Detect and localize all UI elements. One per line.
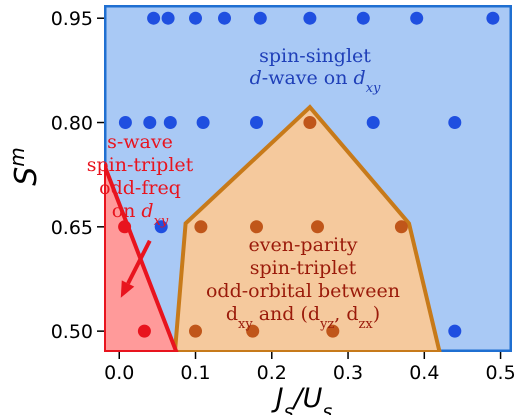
annotation-arrow-head — [120, 280, 135, 298]
y-tick-label-3: 0.95 — [51, 8, 93, 30]
annotation-arrow-layer — [120, 239, 152, 298]
point-singlet-6 — [356, 11, 370, 25]
axes-layer: 0.0 0.1 0.2 0.3 0.4 0.5 0.50 0.65 0.80 0.95 Js/Us S… — [5, 8, 516, 415]
region-label-singlet-0: spin-singlet — [259, 45, 371, 67]
x-axis-title: Js/Us — [271, 383, 333, 415]
y-tick-label-0: 0.50 — [51, 321, 93, 343]
point-singlet-15 — [448, 116, 462, 129]
point-s_wave_odd_freq-0 — [118, 220, 132, 234]
region-label-s_wave_odd_freq-3: on dxy — [112, 200, 169, 229]
x-tick-label-5: 0.5 — [485, 362, 515, 384]
point-singlet-10 — [143, 116, 157, 129]
point-triplet_even_parity-0 — [303, 116, 317, 129]
region-label-s_wave_odd_freq-2: odd-freq — [99, 177, 181, 199]
point-s_wave_odd_freq-1 — [137, 324, 151, 338]
point-triplet_even_parity-6 — [246, 324, 260, 338]
region-label-singlet-1: d-wave on dxy — [250, 67, 381, 96]
point-singlet-4 — [253, 11, 267, 25]
point-singlet-5 — [303, 11, 317, 25]
point-singlet-1 — [161, 11, 175, 25]
point-singlet-0 — [147, 11, 161, 25]
y-tick-label-2: 0.80 — [51, 113, 93, 135]
point-triplet_even_parity-1 — [194, 220, 208, 234]
point-singlet-9 — [118, 116, 132, 129]
point-triplet_even_parity-7 — [326, 324, 340, 338]
point-singlet-11 — [163, 116, 177, 129]
region-triplet_even_parity — [172, 104, 442, 352]
y-tick-label-1: 0.65 — [51, 217, 93, 239]
x-tick-label-1: 0.1 — [180, 362, 210, 384]
point-triplet_even_parity-3 — [311, 220, 324, 234]
y-axis-title: Sm — [5, 147, 44, 186]
point-singlet-12 — [196, 116, 210, 129]
region-label-triplet_even_parity-0: even-parity — [249, 234, 358, 256]
region-label-s_wave_odd_freq-0: s-wave — [107, 131, 173, 153]
point-triplet_even_parity-4 — [394, 220, 408, 234]
region-label-triplet_even_parity-2: odd-orbital between — [206, 280, 400, 302]
region-label-s_wave_odd_freq-1: spin-triplet — [87, 154, 194, 176]
point-singlet-13 — [250, 116, 263, 129]
annotation-arrow-shaft — [126, 239, 152, 285]
point-singlet-16 — [154, 220, 168, 234]
point-singlet-2 — [189, 11, 202, 25]
point-triplet_even_parity-2 — [250, 220, 263, 234]
point-singlet-8 — [486, 11, 500, 25]
region-label-triplet_even_parity-1: spin-triplet — [250, 257, 357, 279]
point-singlet-14 — [366, 116, 380, 129]
x-tick-label-2: 0.2 — [257, 362, 287, 384]
points-layer — [118, 11, 500, 338]
point-singlet-7 — [410, 11, 424, 25]
point-singlet-3 — [218, 11, 231, 25]
x-tick-label-4: 0.4 — [409, 362, 439, 384]
x-tick-label-0: 0.0 — [104, 362, 134, 384]
point-singlet-17 — [448, 324, 462, 338]
x-tick-label-3: 0.3 — [333, 362, 363, 384]
point-triplet_even_parity-5 — [189, 324, 202, 338]
region-label-triplet_even_parity-3: dxy and (dyz, dzx) — [226, 303, 380, 332]
